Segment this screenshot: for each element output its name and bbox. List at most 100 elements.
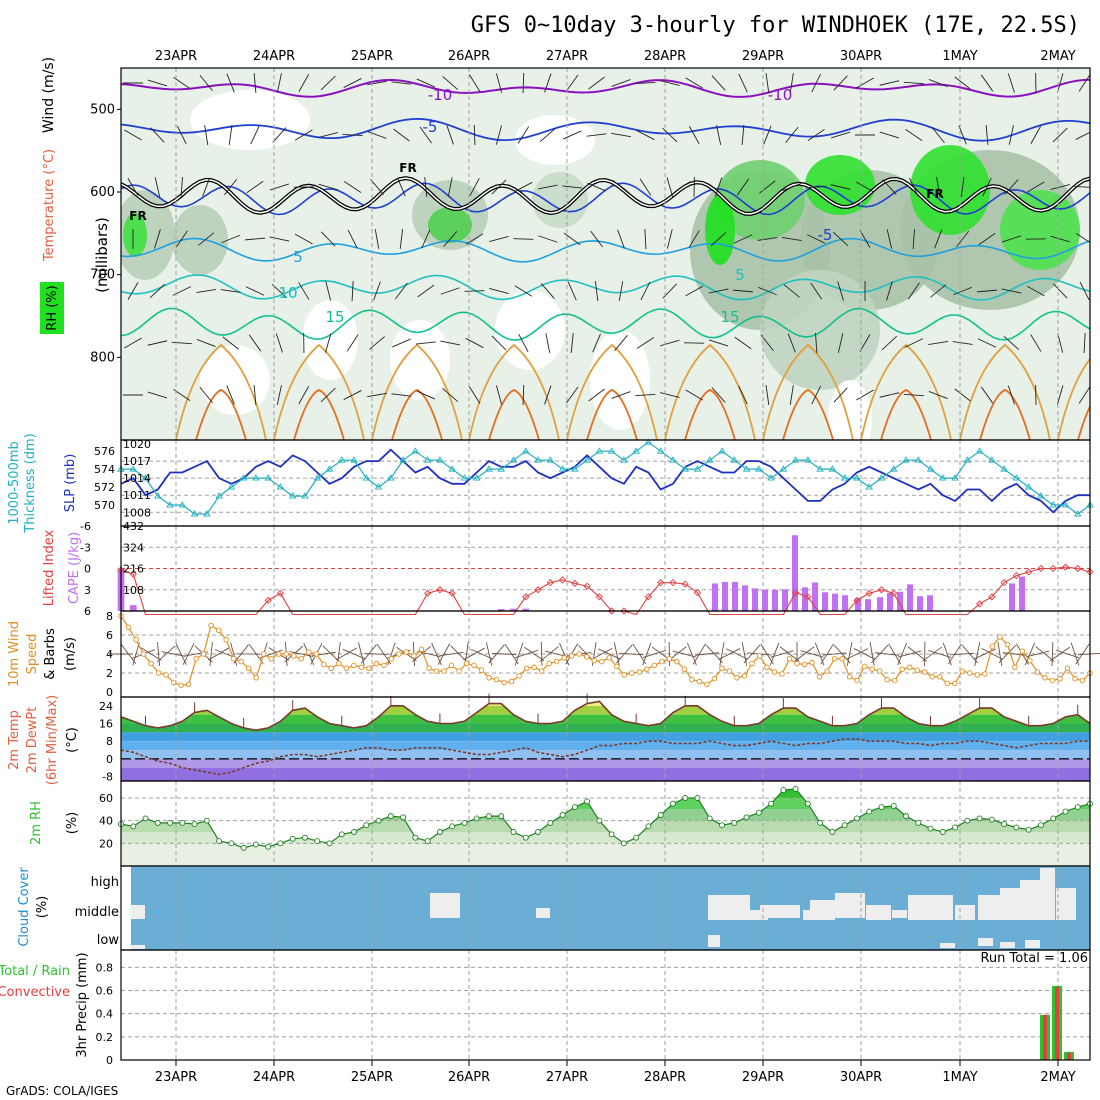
temp-band bbox=[121, 750, 1090, 759]
wind-barb bbox=[644, 228, 647, 250]
label-cloud-b: (%) bbox=[35, 896, 50, 919]
tick-lifted: 6 bbox=[84, 605, 91, 618]
rh-dry-region bbox=[515, 115, 595, 165]
cape-bar bbox=[722, 581, 728, 611]
tick-cape: 432 bbox=[123, 520, 144, 533]
wind-barb bbox=[269, 183, 290, 191]
wind-barb bbox=[685, 285, 704, 297]
wind-barb bbox=[1052, 283, 1068, 299]
wind-barb bbox=[856, 389, 874, 401]
slp-line bbox=[120, 448, 1090, 514]
rh2m-point bbox=[449, 823, 456, 830]
wind10-point bbox=[651, 662, 658, 669]
rh-moist-region bbox=[910, 145, 990, 235]
thickness-point bbox=[791, 456, 800, 463]
lifted-index-point bbox=[877, 586, 886, 594]
lifted-index-point bbox=[1012, 571, 1021, 580]
wind10-point bbox=[381, 662, 387, 669]
wind-barb bbox=[879, 80, 900, 86]
wind-barb bbox=[367, 392, 387, 398]
wind-barb bbox=[738, 385, 748, 405]
wind-barb bbox=[982, 177, 992, 197]
rh-moist-region bbox=[805, 155, 875, 215]
temp-band bbox=[121, 714, 1090, 724]
wind-barb bbox=[539, 128, 556, 142]
tick-wind10: 4 bbox=[106, 648, 113, 661]
cloud-block bbox=[130, 905, 145, 919]
wind-barb bbox=[782, 182, 802, 192]
wind-barb bbox=[635, 82, 656, 84]
temp-band bbox=[121, 732, 1090, 742]
wind10-barb bbox=[705, 644, 723, 664]
wind10-point bbox=[298, 656, 305, 662]
wind10-barb bbox=[672, 650, 697, 658]
thickness-point bbox=[497, 465, 506, 472]
wind-barb bbox=[1050, 235, 1070, 243]
wind-barb bbox=[785, 126, 799, 144]
wind10-barb bbox=[376, 643, 392, 665]
y-tick-label-mb: 500 bbox=[90, 102, 115, 117]
wind10-barb bbox=[928, 650, 952, 658]
wind-barb bbox=[611, 132, 631, 138]
wind10-point bbox=[749, 660, 755, 667]
isotherm-arc-inner bbox=[586, 389, 638, 440]
wind10-point bbox=[411, 653, 417, 659]
rh2m-point bbox=[804, 800, 811, 807]
wind-barb bbox=[538, 235, 558, 243]
label-wind10-a: 10m Wind bbox=[7, 621, 22, 687]
lifted-index-point bbox=[583, 582, 591, 590]
tick-precip: 0.2 bbox=[96, 1031, 114, 1044]
thickness-point bbox=[583, 456, 591, 463]
thickness-point bbox=[693, 465, 702, 472]
lifted-index-point bbox=[436, 586, 444, 594]
wind-barb bbox=[417, 284, 435, 298]
cloud-block bbox=[130, 945, 145, 949]
lifted-index-point bbox=[681, 580, 689, 588]
wind10-barb bbox=[743, 644, 761, 664]
wind-barb bbox=[318, 132, 339, 138]
wind-barb bbox=[757, 286, 777, 296]
wind-barb bbox=[196, 338, 216, 348]
wind-barb bbox=[978, 232, 996, 246]
wind-barb bbox=[856, 77, 874, 89]
label-upper-rh: RH (%) bbox=[45, 285, 60, 330]
wind-barb bbox=[1075, 131, 1090, 140]
wind10-point bbox=[937, 674, 943, 680]
wind-barb bbox=[1030, 126, 1042, 144]
wind-barb bbox=[419, 126, 433, 144]
wind-barb bbox=[765, 385, 770, 405]
wind-barb bbox=[495, 385, 503, 405]
label-thickness2: Thickness (dm) bbox=[23, 433, 38, 533]
wind10-point bbox=[185, 681, 192, 688]
cape-bar bbox=[129, 605, 137, 611]
wind-barb bbox=[442, 76, 459, 90]
date-label-top: 27APR bbox=[546, 49, 588, 64]
rh2m-point bbox=[988, 816, 995, 823]
wind10-point bbox=[794, 660, 800, 667]
wind-barb bbox=[837, 333, 844, 353]
wind-barb bbox=[199, 386, 213, 404]
rh2m-point bbox=[964, 817, 971, 824]
rh-dry-region bbox=[190, 90, 310, 150]
wind10-point bbox=[997, 634, 1003, 640]
cape-bar bbox=[762, 589, 768, 611]
wind10-point bbox=[448, 662, 455, 669]
wind10-point bbox=[418, 646, 425, 653]
rh2m-point bbox=[1062, 808, 1069, 815]
tick-wind10: 2 bbox=[106, 667, 113, 680]
wind-barb bbox=[514, 285, 533, 297]
wind10-point bbox=[929, 674, 936, 680]
cape-bar bbox=[522, 608, 530, 611]
wind10-barb bbox=[182, 643, 195, 665]
isotherm-arc bbox=[959, 343, 1051, 440]
thickness-point bbox=[767, 474, 775, 481]
precip-conv-bar bbox=[1067, 1053, 1071, 1060]
tick-cape: 108 bbox=[123, 584, 144, 597]
wind-barb bbox=[325, 281, 332, 301]
wind10-point bbox=[516, 673, 522, 679]
wind10-point bbox=[493, 676, 500, 683]
isotherm-line bbox=[121, 78, 1090, 98]
wind10-barb bbox=[335, 647, 357, 661]
wind-barb bbox=[832, 231, 849, 247]
rh-moist-region bbox=[760, 270, 880, 390]
